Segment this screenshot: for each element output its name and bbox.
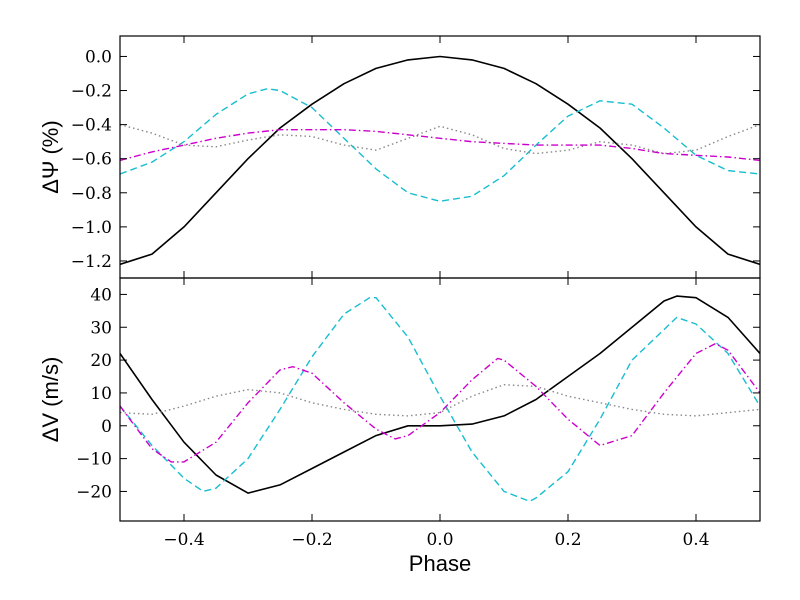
y-tick-label: −0.6 xyxy=(71,150,112,170)
series-line-solid xyxy=(120,295,760,494)
y-tick-label: 0 xyxy=(101,417,112,437)
y-tick-label: −1.0 xyxy=(71,218,112,238)
y-tick-label: −1.2 xyxy=(71,252,112,272)
y-tick-label: 20 xyxy=(90,351,112,371)
x-tick-label: −0.4 xyxy=(163,530,204,550)
series-line-dashdot xyxy=(120,129,760,162)
y-axis-label: ΔV (m/s) xyxy=(38,357,63,443)
y-tick-label: −0.8 xyxy=(71,184,112,204)
series-line-dotted xyxy=(120,123,760,155)
series-line-dashdot xyxy=(120,343,760,463)
x-tick-label: 0.2 xyxy=(554,530,581,550)
series-line-dotted xyxy=(120,384,760,417)
x-tick-label: 0.0 xyxy=(426,530,453,550)
series-group xyxy=(120,55,760,266)
y-tick-label: 0.0 xyxy=(85,47,112,67)
axes-frame xyxy=(119,35,761,279)
y-axis-label: ΔΨ (%) xyxy=(38,120,63,193)
series-line-solid xyxy=(120,55,760,266)
series-line-dashed xyxy=(120,88,760,202)
top-panel: 0.0 −0.2 −0.4 −0.6 −0.8 −1.0 −1.2 ΔΨ (%) xyxy=(38,35,761,279)
y-tick-label: 30 xyxy=(90,318,112,338)
axes-frame xyxy=(119,277,761,522)
y-tick-label: −0.2 xyxy=(71,82,112,102)
y-tick-label: −10 xyxy=(76,450,112,470)
y-tick-label: 10 xyxy=(90,384,112,404)
y-tick-label: −0.4 xyxy=(71,116,112,136)
x-tick-label: 0.4 xyxy=(682,530,709,550)
y-tick-label: 40 xyxy=(90,285,112,305)
x-tick-label: −0.2 xyxy=(291,530,332,550)
x-axis-label: Phase xyxy=(409,551,471,576)
bottom-panel: 40 30 20 10 0 −10 −20 −0.4 −0.2 0.0 0.2 0.4 ΔV (m/s)… xyxy=(38,277,761,576)
series-group xyxy=(120,295,760,502)
series-line-dashed xyxy=(120,297,760,502)
y-tick-label: −20 xyxy=(76,482,112,502)
